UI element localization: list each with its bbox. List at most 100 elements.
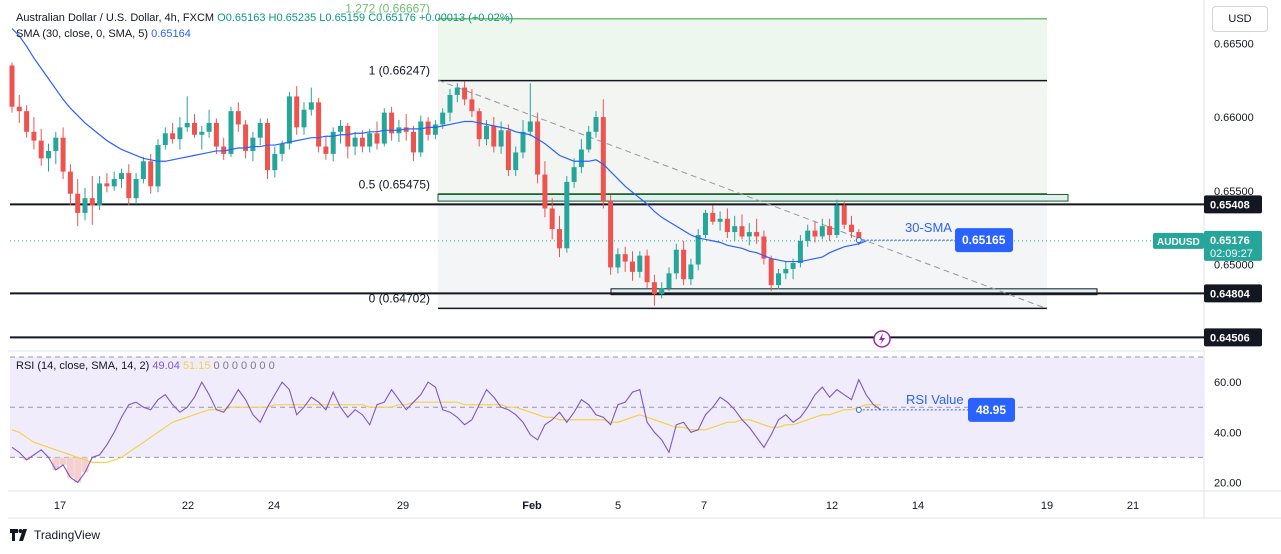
candle-body xyxy=(60,137,66,172)
level-price-tag xyxy=(1204,284,1262,303)
candle-body xyxy=(593,117,599,132)
candle-body xyxy=(754,232,760,237)
brand: TradingView xyxy=(10,528,100,542)
candle-body xyxy=(578,149,584,168)
candle-body xyxy=(549,208,555,230)
candle-body xyxy=(856,232,862,241)
sma-line xyxy=(11,28,867,263)
candle-body xyxy=(637,255,643,272)
candle-body xyxy=(768,258,774,286)
time-axis-tick: 7 xyxy=(701,500,707,512)
level-price-label: 0.64506 xyxy=(1210,332,1250,344)
candle-body xyxy=(440,112,446,125)
candle-body xyxy=(520,131,526,153)
candle-body xyxy=(790,263,796,269)
candle-body xyxy=(469,99,475,112)
support-zone xyxy=(610,288,1098,296)
tradingview-logo-icon xyxy=(10,529,27,541)
rsi-ma-legend-value: 51.15 xyxy=(182,360,211,372)
time-axis-tick: 14 xyxy=(912,500,924,512)
candle-body xyxy=(235,111,241,125)
time-axis-tick: 12 xyxy=(826,500,838,512)
candle-body xyxy=(673,249,679,274)
candle-body xyxy=(462,87,468,100)
candle-body xyxy=(148,161,154,187)
candle-body xyxy=(447,94,453,113)
fib-level-label: 0.5 (0.65475) xyxy=(359,177,430,191)
candle-body xyxy=(162,133,168,146)
candle-body xyxy=(732,226,738,233)
candle-body xyxy=(316,102,322,147)
candle-body xyxy=(294,96,300,128)
ohlc-values: O0.65163 H0.65235 L0.65159 C0.65176 +0.0… xyxy=(217,12,514,24)
candle-body xyxy=(622,254,628,262)
candle-body xyxy=(666,273,672,289)
time-axis-tick: 24 xyxy=(268,500,280,512)
candle-body xyxy=(323,146,329,154)
candle-body xyxy=(16,106,22,112)
candle-body xyxy=(586,131,592,150)
rsi-line xyxy=(11,378,882,484)
candle-body xyxy=(53,137,59,151)
sma-annotation-value: 0.65165 xyxy=(962,233,1006,247)
candle-body xyxy=(505,130,511,171)
candle-body xyxy=(608,201,614,268)
candle-body xyxy=(389,112,395,134)
candle-body xyxy=(513,152,519,171)
candle-body xyxy=(717,218,723,222)
candle-body xyxy=(221,146,227,154)
rsi-annotation-dot xyxy=(855,406,862,413)
symbol-tag-label: AUDUSD xyxy=(1157,237,1200,248)
rsi-legend: RSI (14, close, SMA, 14, 2) 49.04 51.15 … xyxy=(16,360,275,372)
candle-body xyxy=(381,112,387,144)
candle-body xyxy=(659,288,665,294)
candle-body xyxy=(432,124,438,135)
sma-legend-label: SMA (30, close, 0, SMA, 5) xyxy=(16,28,149,40)
candle-body xyxy=(724,218,730,233)
level-price-tag xyxy=(1204,328,1262,347)
candle-body xyxy=(330,131,336,154)
candle-body xyxy=(338,125,343,132)
price-axis-tick: 0.66000 xyxy=(1214,112,1254,124)
rsi-annotation-value: 48.95 xyxy=(976,403,1006,417)
candle-body xyxy=(418,121,424,153)
candle-body xyxy=(265,122,270,171)
candle-body xyxy=(286,96,292,144)
fib-level-label: 1 (0.66247) xyxy=(369,64,430,78)
time-axis-tick: 22 xyxy=(182,500,194,512)
rsi-annotation-label: RSI Value xyxy=(906,392,964,407)
candle-body xyxy=(82,198,88,213)
candle-body xyxy=(761,236,767,259)
candle-body xyxy=(688,264,694,280)
candle-body xyxy=(630,261,635,272)
candle-body xyxy=(250,137,256,151)
candle-body xyxy=(783,268,789,274)
candle-body xyxy=(359,137,365,147)
candle-body xyxy=(367,133,373,147)
candle-body xyxy=(345,125,351,147)
time-axis-tick: 17 xyxy=(54,500,66,512)
currency-button[interactable]: USD xyxy=(1212,6,1268,32)
candle-body xyxy=(24,111,30,132)
rsi-axis-tick: 20.00 xyxy=(1214,477,1242,489)
time-axis-tick: Feb xyxy=(522,500,542,512)
rsi-zeros: 0 0 0 0 0 0 0 xyxy=(213,360,275,372)
candle-body xyxy=(104,183,110,187)
candle-body xyxy=(206,122,212,132)
candle-body xyxy=(710,212,716,222)
candle-body xyxy=(571,167,577,182)
candle-body xyxy=(279,143,285,154)
candle-body xyxy=(411,131,416,153)
candle-body xyxy=(199,131,205,135)
candle-body xyxy=(498,130,504,147)
candle-body xyxy=(746,232,752,237)
candle-body xyxy=(243,124,249,151)
main-legend: Australian Dollar / U.S. Dollar, 4h, FXC… xyxy=(16,12,513,24)
fib-zone-extension xyxy=(438,18,1047,81)
candle-body xyxy=(476,111,482,140)
candle-body xyxy=(542,174,548,209)
candle-body xyxy=(812,230,818,237)
candle-body xyxy=(111,178,117,187)
rsi-annotation-tag xyxy=(968,397,1015,422)
